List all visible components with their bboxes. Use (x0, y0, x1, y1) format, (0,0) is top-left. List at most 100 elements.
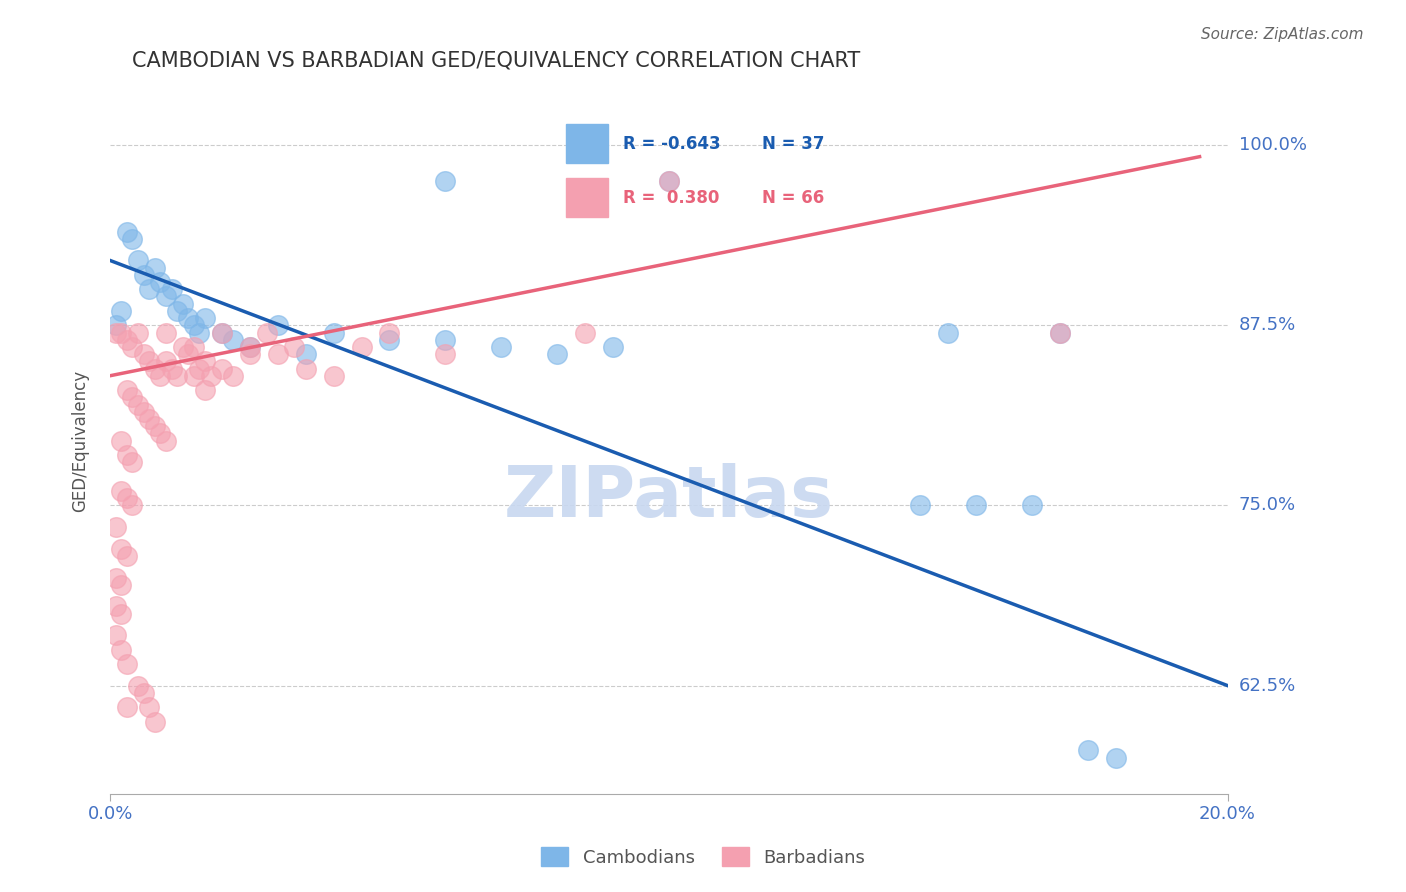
Y-axis label: GED/Equivalency: GED/Equivalency (72, 369, 89, 512)
Point (434, 347, 457, 361)
Point (121, 232, 143, 246)
Point (658, 174, 681, 188)
Point (110, 304, 132, 318)
Point (149, 368, 172, 383)
Point (121, 499, 143, 513)
Point (211, 326, 233, 340)
Point (267, 347, 290, 361)
Point (104, 520, 127, 534)
Point (322, 368, 344, 383)
Text: ZIPatlas: ZIPatlas (503, 463, 834, 532)
Point (222, 368, 245, 383)
Point (132, 347, 155, 361)
Point (104, 326, 127, 340)
Point (166, 368, 188, 383)
Point (166, 304, 188, 318)
Point (115, 657, 138, 671)
Point (121, 340, 143, 354)
Point (115, 383, 138, 397)
Point (127, 326, 149, 340)
Point (138, 282, 160, 296)
Point (127, 253, 149, 268)
Point (602, 340, 624, 354)
Point (183, 318, 205, 333)
Point (132, 686, 155, 700)
Point (434, 174, 457, 188)
Point (1105, 750, 1128, 764)
Point (138, 412, 160, 426)
Point (110, 578, 132, 592)
Point (256, 326, 278, 340)
Point (1021, 499, 1043, 513)
Point (115, 333, 138, 347)
Point (110, 483, 132, 498)
Point (546, 347, 568, 361)
Point (1049, 326, 1071, 340)
Point (378, 333, 401, 347)
Point (160, 361, 183, 376)
Point (188, 361, 211, 376)
Point (115, 549, 138, 563)
Point (283, 340, 305, 354)
Text: Source: ZipAtlas.com: Source: ZipAtlas.com (1201, 27, 1364, 42)
Point (194, 354, 217, 368)
Point (378, 326, 401, 340)
Point (172, 340, 194, 354)
Point (658, 174, 681, 188)
Point (110, 642, 132, 657)
Point (110, 326, 132, 340)
Text: CAMBODIAN VS BARBADIAN GED/EQUIVALENCY CORRELATION CHART: CAMBODIAN VS BARBADIAN GED/EQUIVALENCY C… (132, 51, 860, 70)
Text: 62.5%: 62.5% (1239, 677, 1296, 695)
Point (177, 347, 200, 361)
Point (143, 260, 166, 275)
Point (322, 326, 344, 340)
Point (194, 311, 217, 326)
Legend: Cambodians, Barbadians: Cambodians, Barbadians (534, 840, 872, 874)
Point (132, 405, 155, 419)
Text: 75.0%: 75.0% (1239, 497, 1296, 515)
Point (143, 419, 166, 434)
Point (239, 340, 262, 354)
Point (294, 347, 316, 361)
Point (155, 434, 177, 448)
Point (222, 333, 245, 347)
Point (936, 326, 959, 340)
Point (239, 347, 262, 361)
Point (172, 296, 194, 310)
Point (239, 340, 262, 354)
Point (1077, 743, 1099, 757)
Point (155, 326, 177, 340)
Point (188, 326, 211, 340)
Point (127, 398, 149, 412)
Point (110, 607, 132, 621)
Point (143, 361, 166, 376)
Text: 100.0%: 100.0% (1239, 136, 1306, 154)
Point (294, 361, 316, 376)
Point (177, 311, 200, 326)
Point (115, 448, 138, 462)
Point (104, 628, 127, 642)
Point (138, 700, 160, 714)
Point (155, 354, 177, 368)
Point (104, 318, 127, 333)
Point (115, 225, 138, 239)
Point (160, 282, 183, 296)
Point (489, 340, 512, 354)
Point (965, 499, 987, 513)
Point (132, 268, 155, 282)
Point (434, 333, 457, 347)
Point (155, 289, 177, 303)
Point (149, 275, 172, 289)
Point (143, 714, 166, 729)
Point (183, 368, 205, 383)
Point (121, 455, 143, 469)
Point (574, 326, 596, 340)
Point (121, 390, 143, 404)
Point (115, 700, 138, 714)
Point (183, 340, 205, 354)
Point (104, 570, 127, 584)
Point (138, 354, 160, 368)
Point (350, 340, 373, 354)
Point (110, 541, 132, 556)
Text: 87.5%: 87.5% (1239, 317, 1296, 334)
